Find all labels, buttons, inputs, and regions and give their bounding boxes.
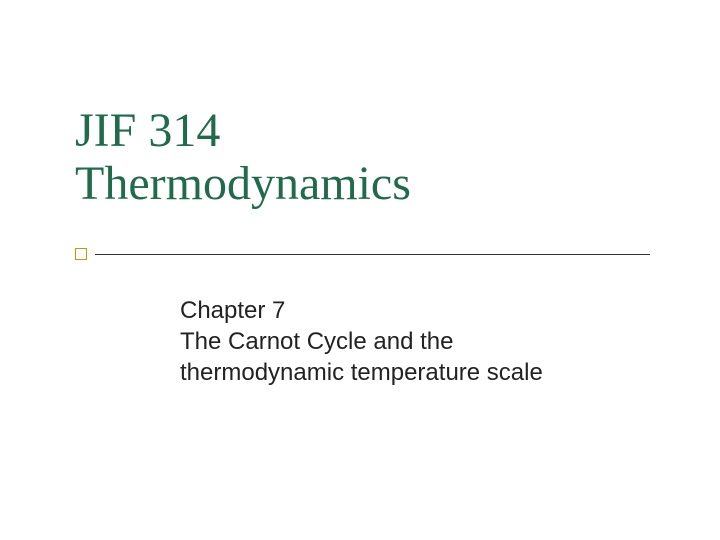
subtitle-line2: The Carnot Cycle and the [180,326,640,357]
title-line2: Thermodynamics [75,158,635,211]
accent-box-icon [75,248,87,260]
title-block: JIF 314 Thermodynamics [75,105,635,211]
subtitle-line3: thermodynamic temperature scale [180,357,640,388]
divider-line [95,254,650,255]
title-line1: JIF 314 [75,105,635,158]
subtitle-line1: Chapter 7 [180,295,640,326]
subtitle-block: Chapter 7 The Carnot Cycle and the therm… [180,295,640,389]
